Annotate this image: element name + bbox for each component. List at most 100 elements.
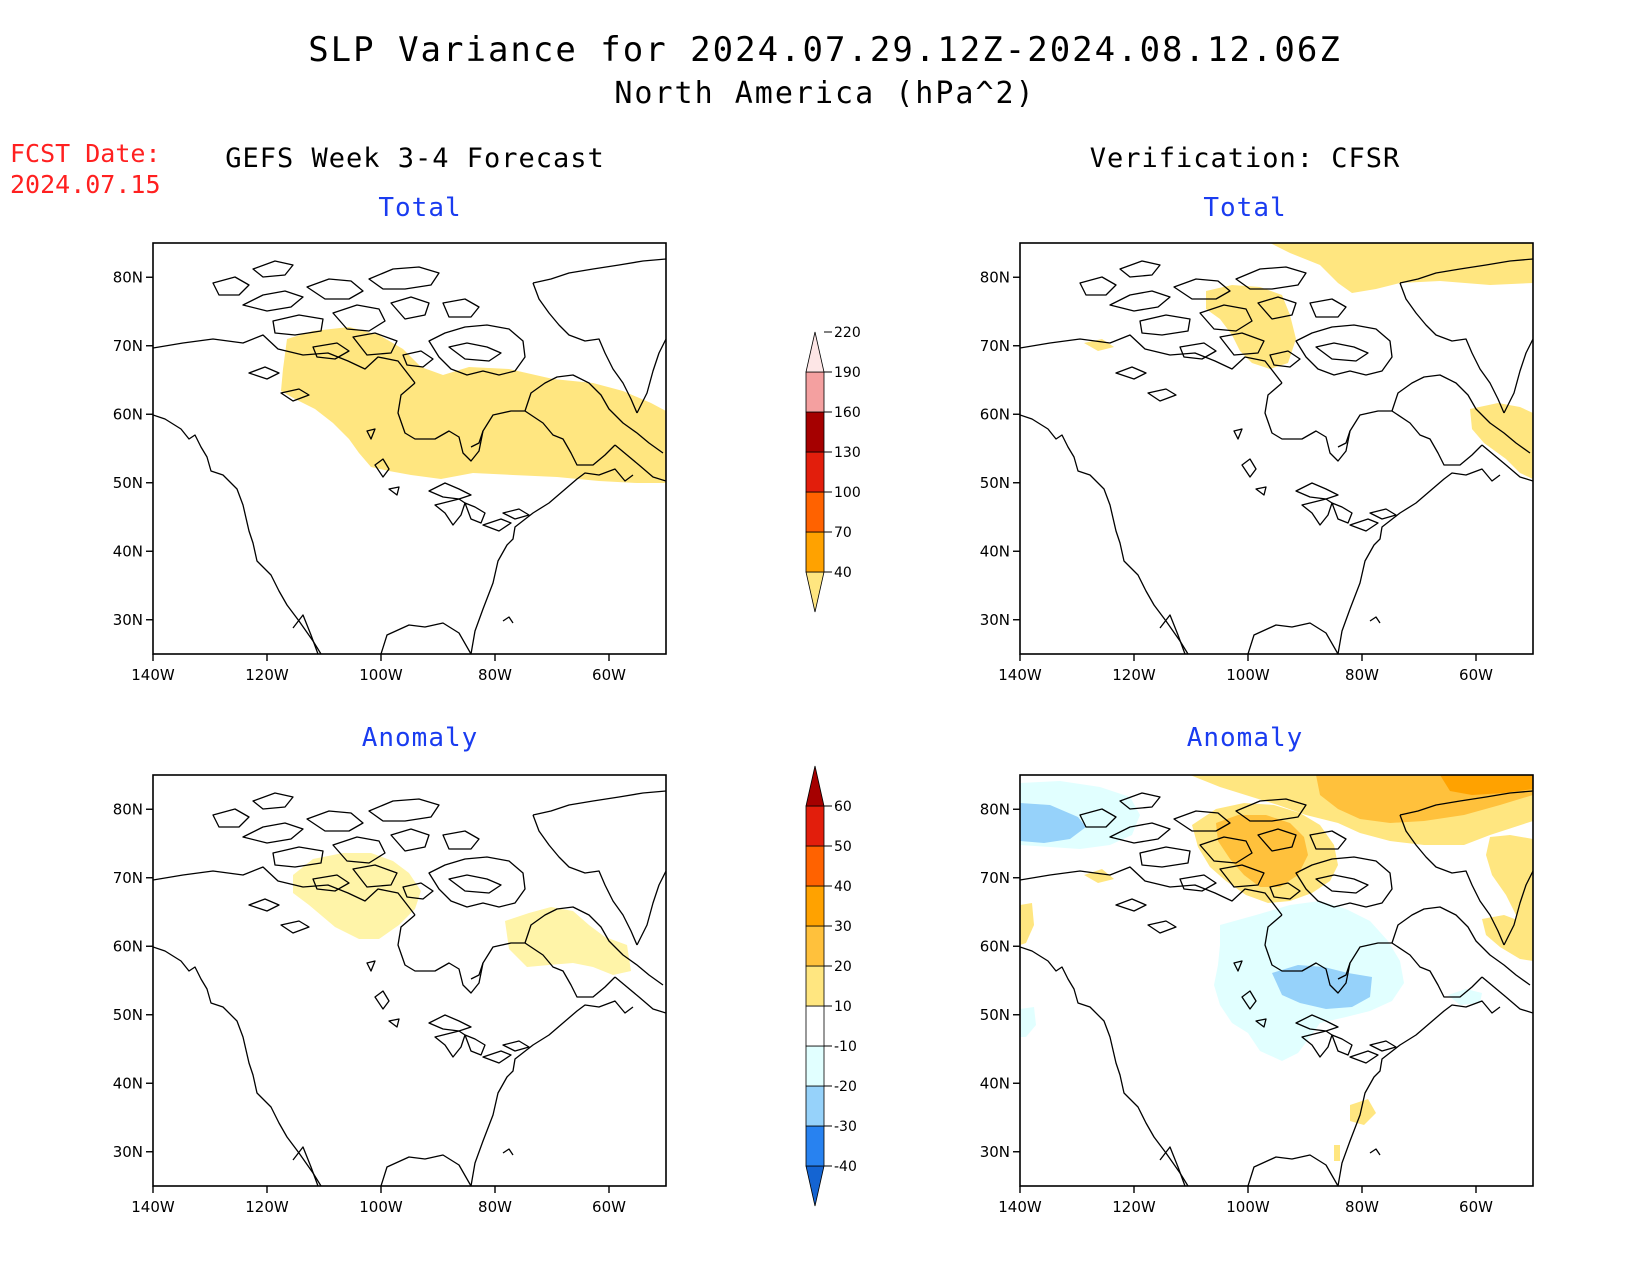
panel-title-verification-anomaly: Anomaly bbox=[1186, 723, 1304, 753]
colorbar-label: -10 bbox=[834, 1039, 857, 1055]
colorbar-swatch bbox=[805, 925, 825, 967]
lon-tick-label: 120W bbox=[1112, 1198, 1156, 1216]
colorbar-swatch bbox=[805, 805, 825, 847]
lon-tick-label: 100W bbox=[359, 666, 403, 684]
column-title-forecast: GEFS Week 3-4 Forecast bbox=[225, 143, 605, 174]
lon-tick-label: 120W bbox=[245, 666, 289, 684]
colorbar-swatch bbox=[805, 1125, 825, 1167]
colorbar-swatch bbox=[805, 1005, 825, 1047]
colorbar-total: 40 70 100 130 160 190 220 bbox=[805, 325, 861, 613]
lon-tick-label: 100W bbox=[359, 1198, 403, 1216]
lon-tick-label: 120W bbox=[1112, 666, 1156, 684]
shade-verification-anomaly-negative-west-strong bbox=[1020, 803, 1086, 843]
shade-verification-anomaly-positive-southeast bbox=[1350, 1099, 1376, 1125]
lon-tick-label: 140W bbox=[131, 1198, 175, 1216]
lat-tick-label: 40N bbox=[113, 542, 143, 560]
lat-tick-label: 30N bbox=[980, 1143, 1010, 1161]
lat-tick-label: 60N bbox=[113, 937, 143, 955]
lon-tick-label: 80W bbox=[478, 1198, 512, 1216]
colorbar-swatch bbox=[805, 411, 825, 453]
lat-tick-label: 60N bbox=[980, 405, 1010, 423]
colorbar-swatch bbox=[805, 845, 825, 887]
colorbar-swatch bbox=[805, 1165, 825, 1207]
colorbar-label: -20 bbox=[834, 1079, 857, 1095]
colorbar-swatch bbox=[805, 571, 825, 613]
colorbar-swatch bbox=[805, 1085, 825, 1127]
forecast-date-label: FCST Date: bbox=[10, 139, 161, 168]
lon-tick-label: 80W bbox=[478, 666, 512, 684]
colorbar-swatch bbox=[805, 1045, 825, 1087]
colorbar-anomaly: -40 -30 -20 -10 10 20 30 40 50 60 bbox=[805, 765, 857, 1207]
lat-tick-label: 30N bbox=[113, 1143, 143, 1161]
shade-verification-anomaly-negative-labrador bbox=[1448, 989, 1482, 1005]
lat-tick-label: 30N bbox=[113, 611, 143, 629]
panel-title-verification-total: Total bbox=[1203, 193, 1287, 223]
colorbar-swatch bbox=[805, 885, 825, 927]
colorbar-label: 60 bbox=[834, 799, 852, 815]
lat-tick-label: 60N bbox=[113, 405, 143, 423]
lat-tick-label: 80N bbox=[113, 268, 143, 286]
shade-forecast-anomaly-10-20-hudson bbox=[505, 907, 631, 975]
lon-tick-label: 120W bbox=[245, 1198, 289, 1216]
lat-tick-label: 50N bbox=[980, 1006, 1010, 1024]
colorbar-swatch bbox=[805, 765, 825, 807]
colorbar-swatch bbox=[805, 371, 825, 413]
lon-tick-label: 100W bbox=[1226, 666, 1270, 684]
shade-verification-total-north-atlantic bbox=[1470, 403, 1533, 479]
lat-tick-label: 70N bbox=[113, 337, 143, 355]
lat-tick-label: 70N bbox=[980, 337, 1010, 355]
shade-verification-anomaly-positive-arctic-core bbox=[1440, 775, 1533, 795]
lon-tick-label: 100W bbox=[1226, 1198, 1270, 1216]
lat-tick-label: 40N bbox=[113, 1074, 143, 1092]
colorbar-label: 20 bbox=[834, 959, 852, 975]
colorbar-label: 130 bbox=[834, 445, 861, 461]
colorbar-swatch bbox=[805, 965, 825, 1007]
colorbar-label: 70 bbox=[834, 525, 852, 541]
colorbar-label: 40 bbox=[834, 879, 852, 895]
colorbar-label: 50 bbox=[834, 839, 852, 855]
map-forecast-total bbox=[152, 242, 667, 655]
lat-tick-label: 80N bbox=[980, 268, 1010, 286]
lat-tick-label: 50N bbox=[113, 1006, 143, 1024]
lon-tick-label: 140W bbox=[131, 666, 175, 684]
colorbar-label: 220 bbox=[834, 325, 861, 341]
map-axes: 140W 120W 100W 80W 60W 30N 40N 50N 60N 70N 80N 140W… bbox=[113, 268, 1493, 1216]
map-verification-total bbox=[1019, 242, 1534, 655]
colorbar-label: -30 bbox=[834, 1119, 857, 1135]
map-forecast-anomaly bbox=[152, 774, 667, 1187]
lat-tick-label: 70N bbox=[980, 869, 1010, 887]
colorbar-swatch bbox=[805, 531, 825, 573]
lat-tick-label: 40N bbox=[980, 542, 1010, 560]
column-title-verification: Verification: CFSR bbox=[1089, 143, 1401, 174]
lat-tick-label: 80N bbox=[980, 800, 1010, 818]
map-verification-anomaly bbox=[1019, 774, 1534, 1187]
lat-tick-label: 50N bbox=[113, 474, 143, 492]
shade-verification-anomaly-positive-florida bbox=[1334, 1145, 1340, 1161]
shade-verification-anomaly-negative-coast bbox=[1020, 1007, 1036, 1037]
lat-tick-label: 80N bbox=[113, 800, 143, 818]
lon-tick-label: 140W bbox=[998, 666, 1042, 684]
colorbar-label: -40 bbox=[834, 1159, 857, 1175]
colorbar-label: 160 bbox=[834, 405, 861, 421]
lat-tick-label: 70N bbox=[113, 869, 143, 887]
shade-forecast-total-40-70 bbox=[281, 327, 666, 483]
colorbar-label: 40 bbox=[834, 565, 852, 581]
figure-subtitle: North America (hPa^2) bbox=[614, 76, 1036, 111]
lat-tick-label: 50N bbox=[980, 474, 1010, 492]
colorbar-label: 100 bbox=[834, 485, 861, 501]
shade-verification-anomaly-positive-pacific bbox=[1020, 903, 1034, 945]
lon-tick-label: 80W bbox=[1345, 666, 1379, 684]
colorbar-swatch bbox=[805, 491, 825, 533]
lat-tick-label: 60N bbox=[980, 937, 1010, 955]
lon-tick-label: 60W bbox=[1459, 1198, 1493, 1216]
colorbar-swatch bbox=[805, 331, 825, 373]
shade-verification-anomaly-positive-east-arctic bbox=[1486, 835, 1533, 945]
figure-title: SLP Variance for 2024.07.29.12Z-2024.08.… bbox=[308, 30, 1342, 70]
lat-tick-label: 30N bbox=[980, 611, 1010, 629]
shade-forecast-anomaly-10-20-arctic bbox=[293, 853, 421, 939]
lon-tick-label: 60W bbox=[592, 666, 626, 684]
shade-verification-anomaly-positive-archipelago-strong bbox=[1216, 815, 1308, 887]
colorbar-label: 190 bbox=[834, 365, 861, 381]
lon-tick-label: 60W bbox=[592, 1198, 626, 1216]
